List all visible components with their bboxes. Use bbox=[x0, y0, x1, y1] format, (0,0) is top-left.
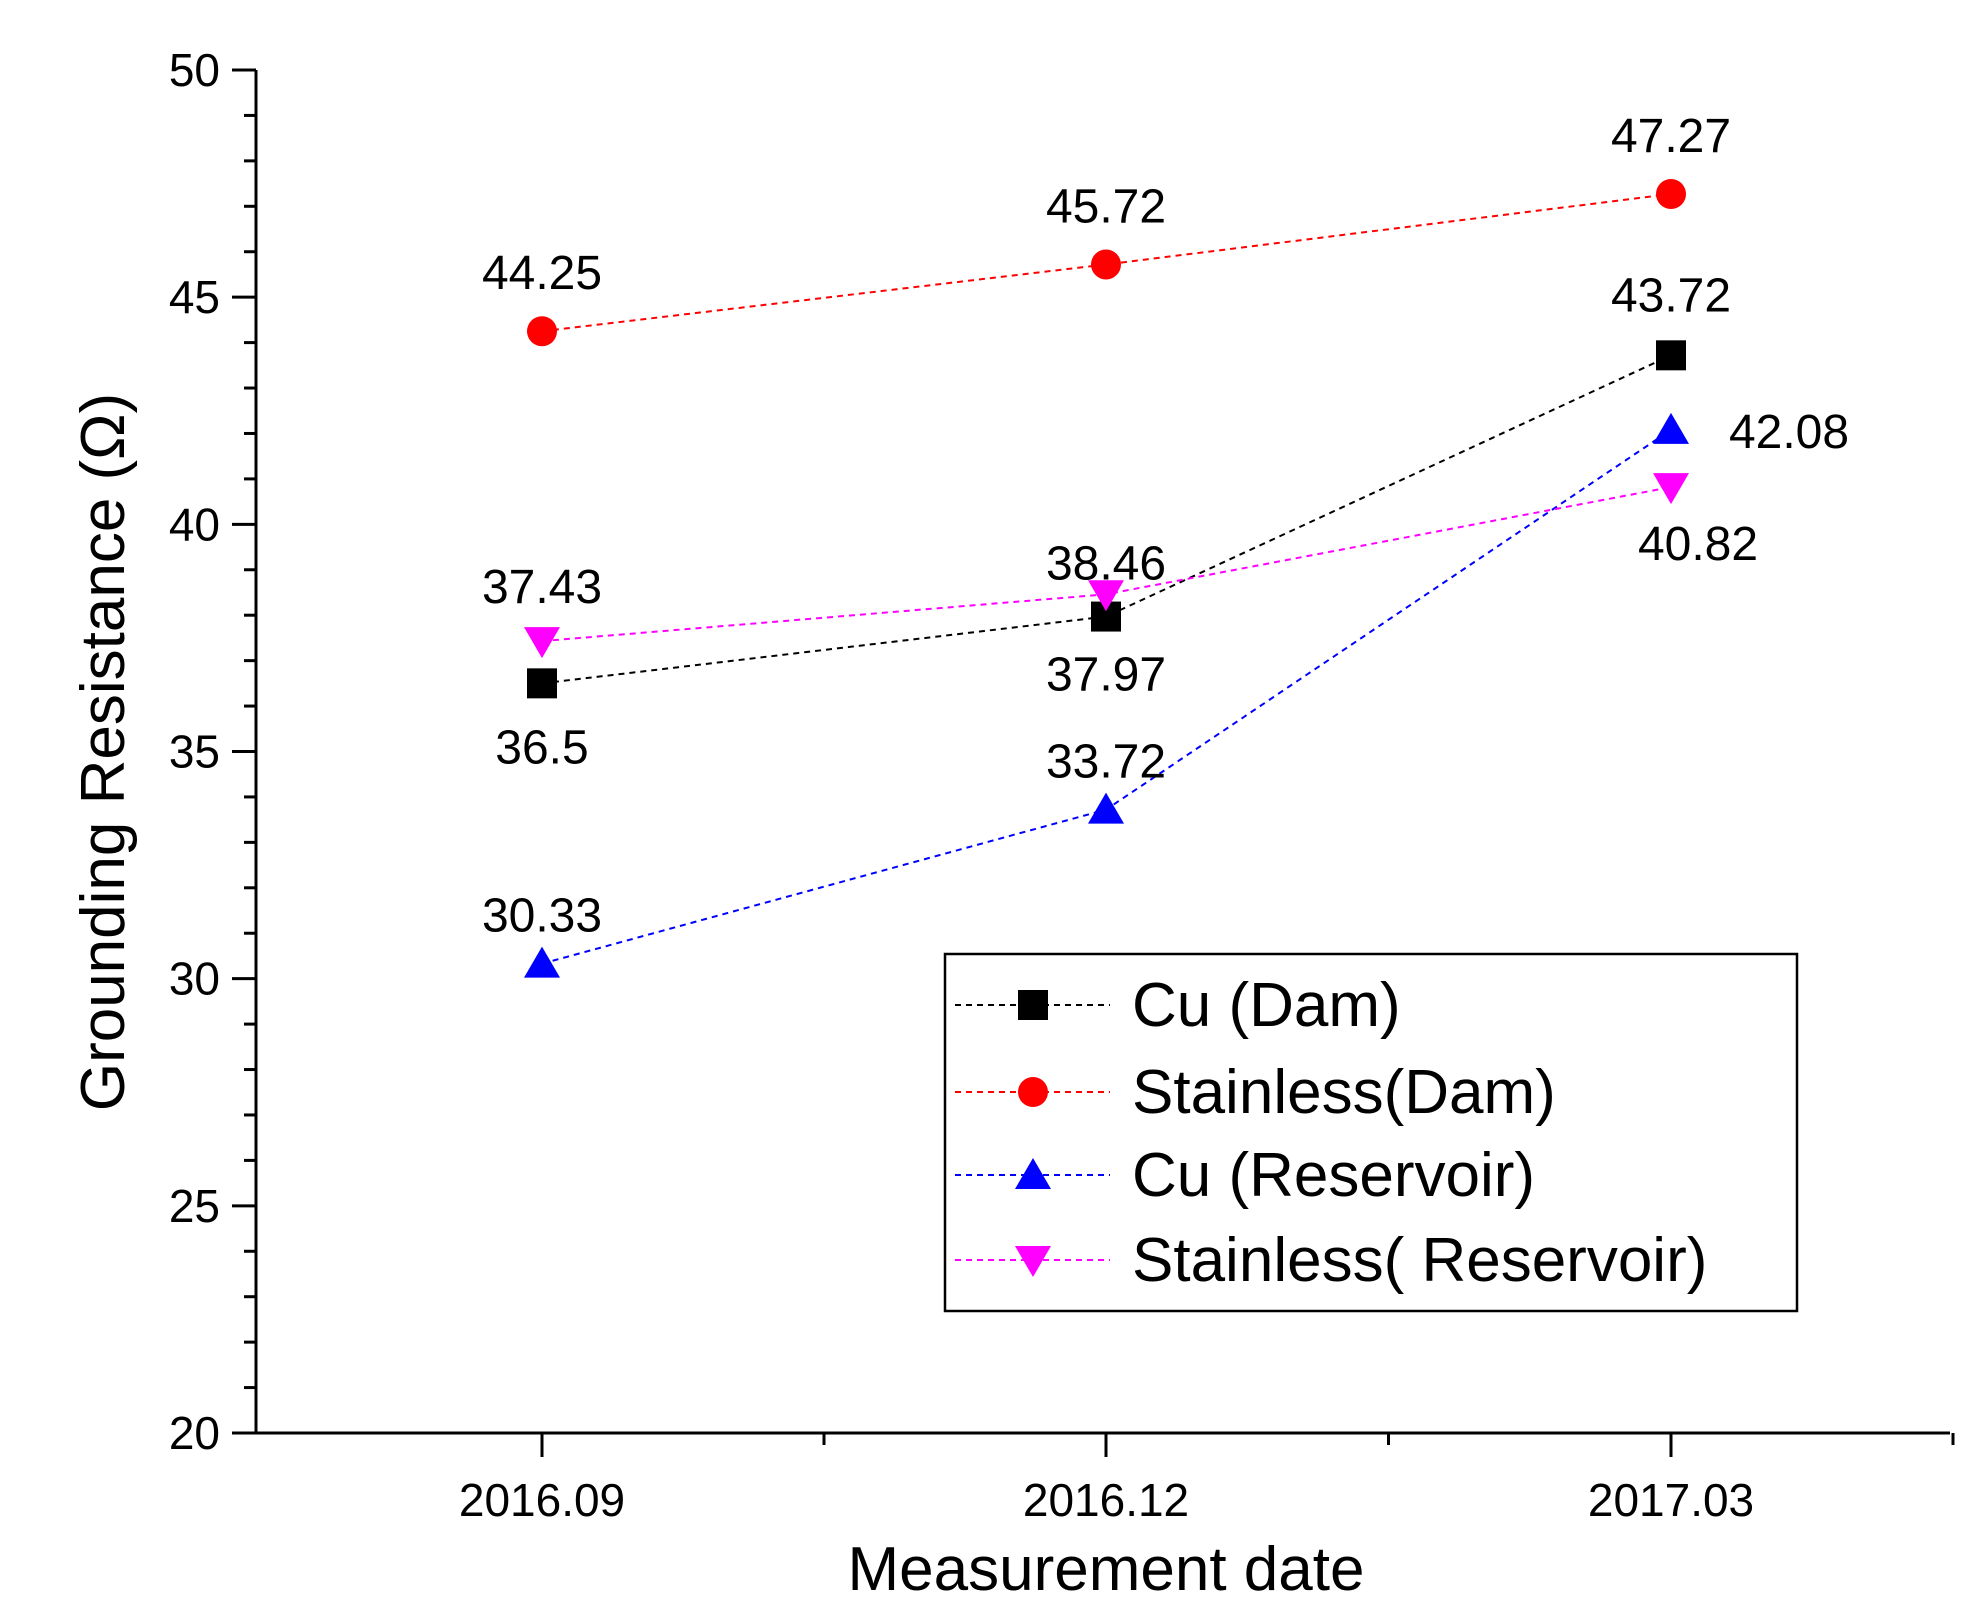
y-axis-title: Grounding Resistance (Ω) bbox=[69, 393, 138, 1111]
data-point-s0-p2 bbox=[1656, 340, 1686, 371]
data-point-s1-p1 bbox=[1091, 249, 1121, 280]
x-tick-label: 2016.12 bbox=[1023, 1474, 1189, 1526]
legend-label: Cu (Dam) bbox=[1132, 971, 1401, 1040]
data-labels: 36.5 37.97 43.72 44.25 45.72 47.27 30.33 33.72 4… bbox=[482, 110, 1849, 943]
data-point-s2-p0 bbox=[524, 946, 560, 978]
legend-label: Stainless( Reservoir) bbox=[1132, 1226, 1707, 1295]
data-point-s2-p1 bbox=[1088, 792, 1124, 824]
series-line-0 bbox=[541, 354, 1672, 685]
y-tick-label: 25 bbox=[169, 1180, 220, 1232]
legend-marker bbox=[1015, 1158, 1051, 1189]
y-tick-label: 20 bbox=[169, 1407, 220, 1459]
data-label: 37.43 bbox=[482, 561, 602, 614]
data-point-s1-p0 bbox=[527, 316, 557, 347]
data-label: 42.08 bbox=[1729, 406, 1849, 459]
data-label: 40.82 bbox=[1638, 518, 1758, 571]
data-point-s3-p0 bbox=[524, 627, 560, 659]
data-label: 47.27 bbox=[1611, 110, 1731, 163]
data-label: 44.25 bbox=[482, 247, 602, 300]
x-axis-title: Measurement date bbox=[848, 1535, 1365, 1604]
legend-label: Stainless(Dam) bbox=[1132, 1058, 1556, 1127]
y-tick-label: 40 bbox=[169, 498, 220, 550]
y-tick-label: 50 bbox=[169, 44, 220, 96]
y-tick-label: 45 bbox=[169, 271, 220, 323]
x-tick-label: 2016.09 bbox=[459, 1474, 625, 1526]
legend-marker bbox=[1018, 990, 1048, 1020]
data-label: 30.33 bbox=[482, 890, 602, 943]
data-point-s3-p2 bbox=[1653, 473, 1689, 505]
data-label: 45.72 bbox=[1046, 180, 1166, 233]
legend-marker bbox=[1015, 1246, 1051, 1277]
ticks: 20 25 30 35 40 45 50 2016.09 2016.12 2017.03 bbox=[169, 44, 1955, 1526]
series-layer bbox=[524, 179, 1689, 978]
x-tick-label: 2017.03 bbox=[1588, 1474, 1754, 1526]
legend-label: Cu (Reservoir) bbox=[1132, 1141, 1535, 1210]
data-label: 37.97 bbox=[1046, 649, 1166, 702]
data-point-s1-p2 bbox=[1656, 179, 1686, 210]
legend-marker bbox=[1018, 1077, 1048, 1107]
y-tick-label: 35 bbox=[169, 726, 220, 778]
data-label: 38.46 bbox=[1046, 537, 1166, 590]
y-tick-label: 30 bbox=[169, 953, 220, 1005]
legend-box bbox=[943, 952, 1799, 1313]
data-point-s0-p0 bbox=[527, 668, 557, 699]
legend: Cu (Dam) Stainless(Dam) Cu (Reservoir) Stai… bbox=[943, 952, 1799, 1313]
data-label: 36.5 bbox=[495, 721, 588, 774]
data-point-s2-p2 bbox=[1653, 412, 1689, 444]
data-label: 33.72 bbox=[1046, 736, 1166, 789]
data-label: 43.72 bbox=[1611, 269, 1731, 322]
series-line-1 bbox=[541, 193, 1672, 333]
data-point-s3-p1 bbox=[1088, 580, 1124, 612]
